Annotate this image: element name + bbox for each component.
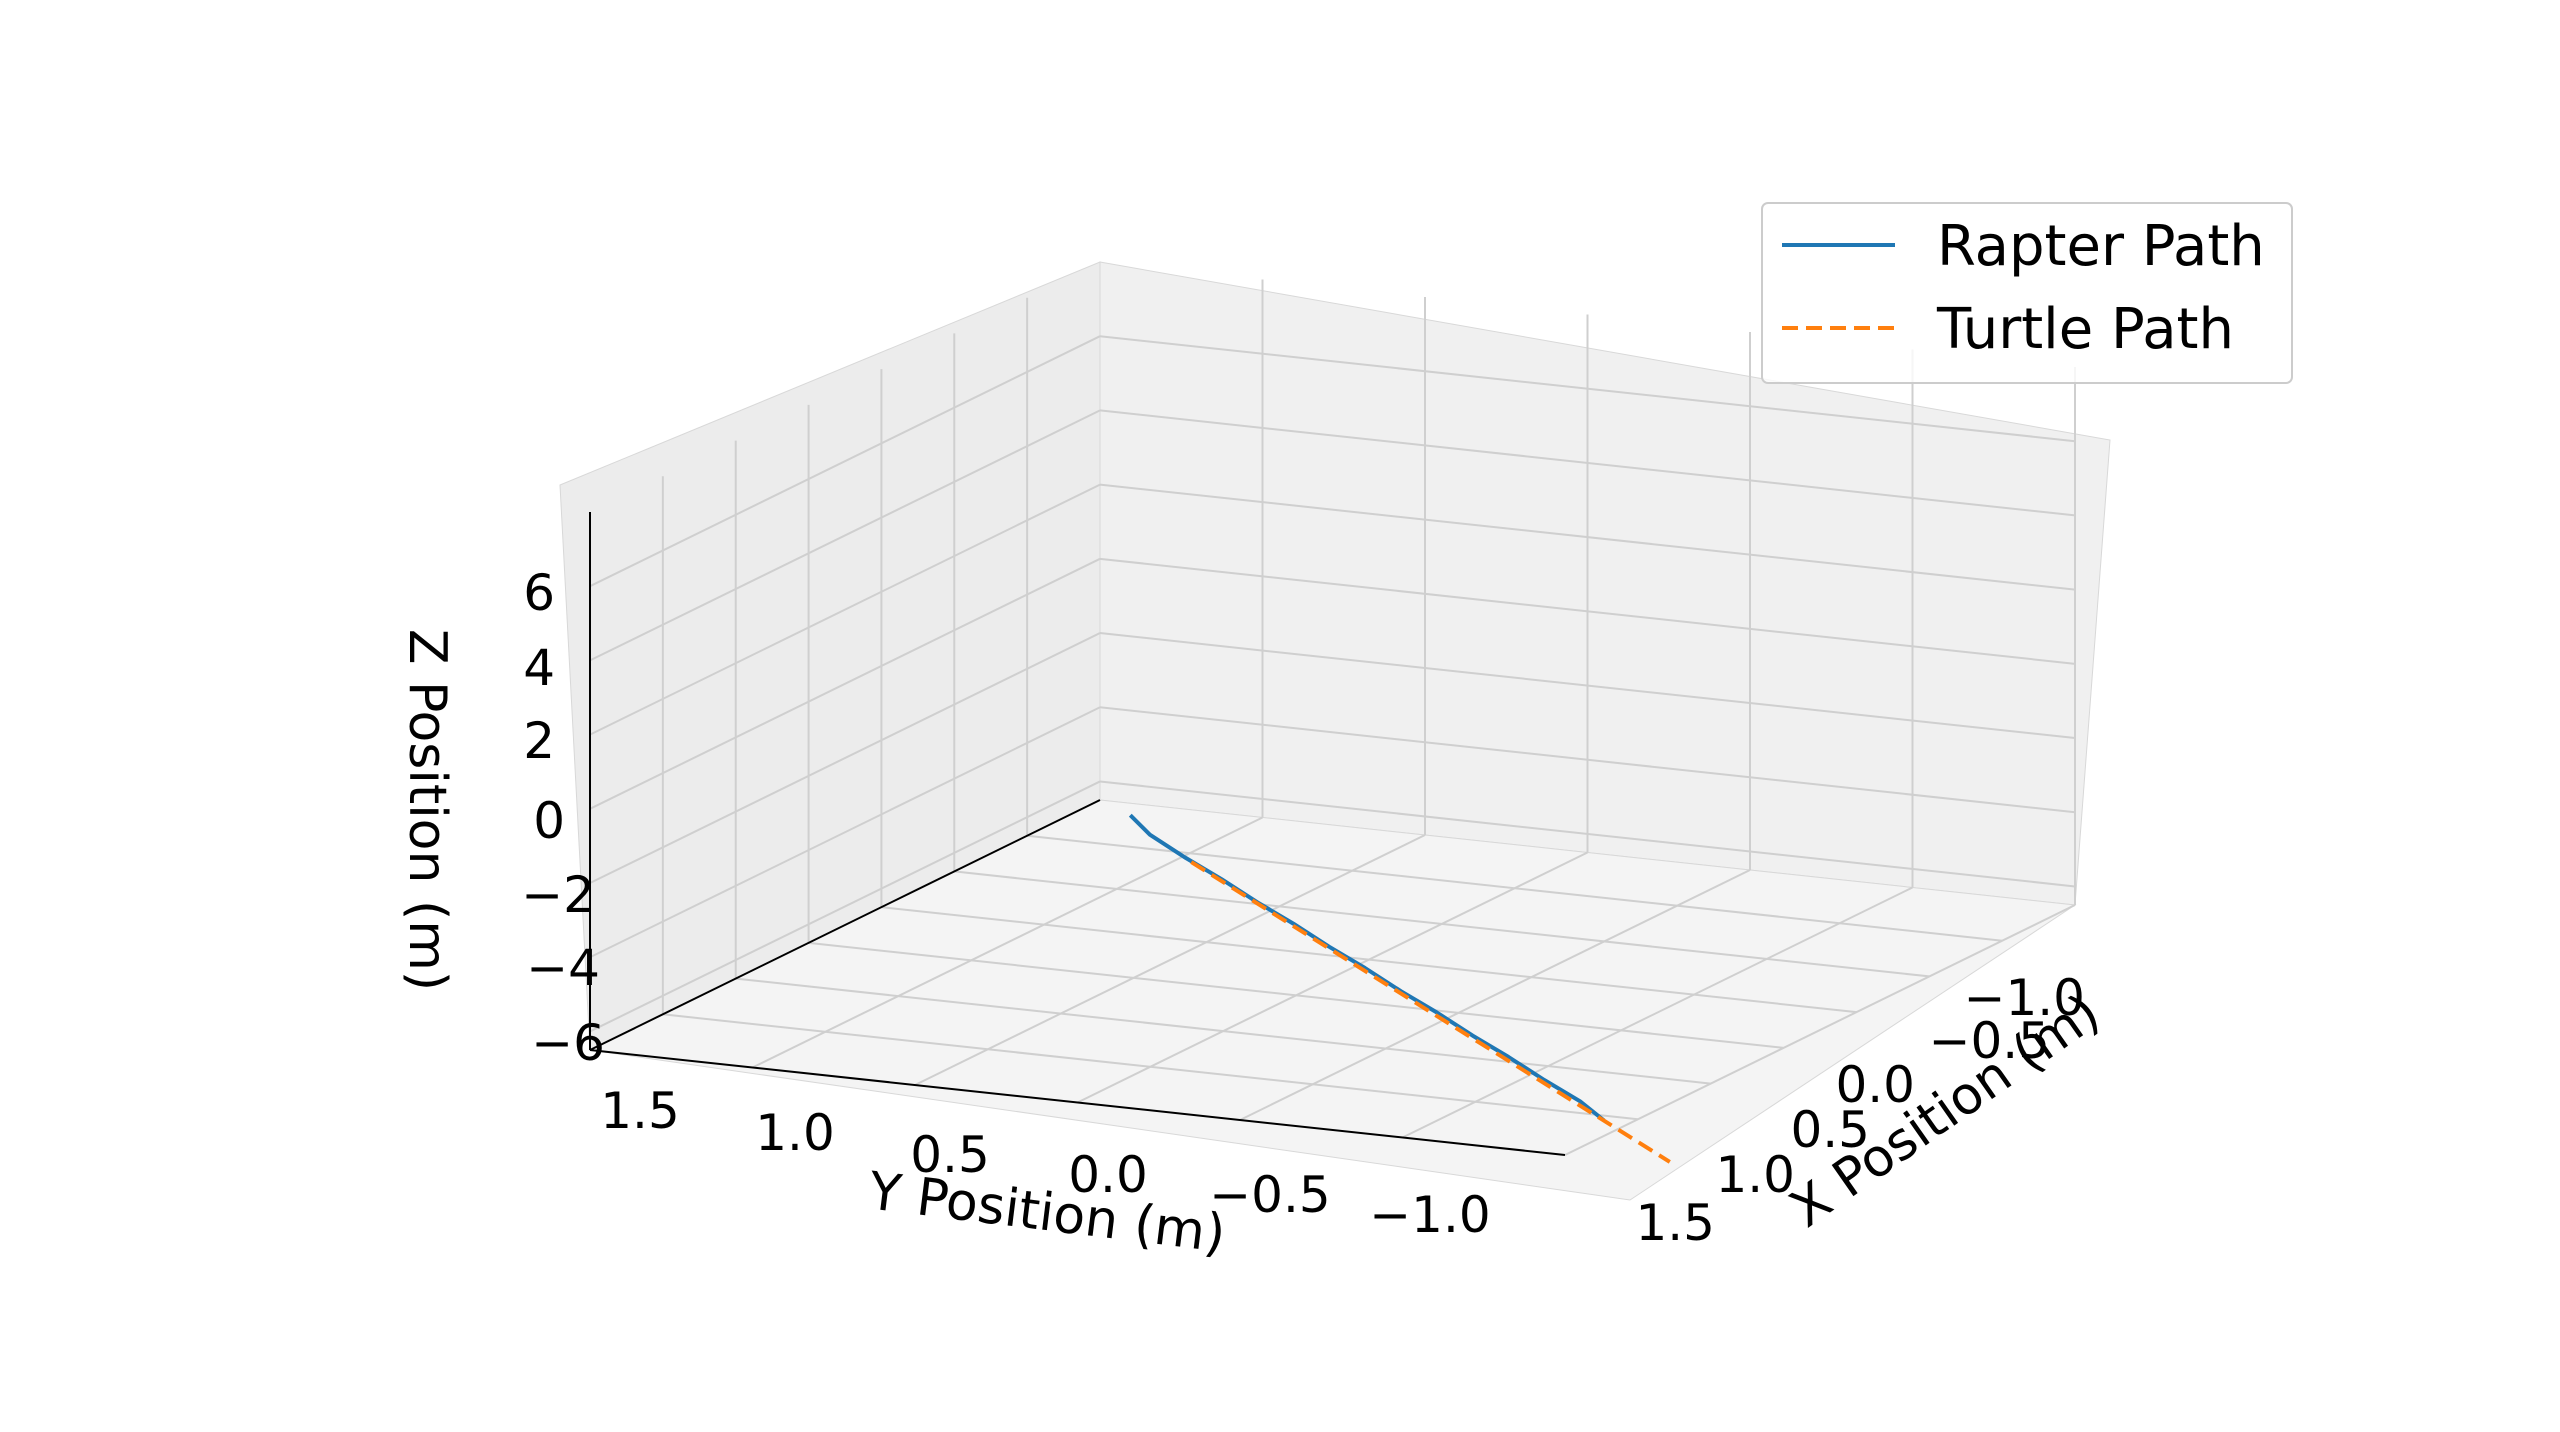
gridline-z-side	[589, 706, 1101, 959]
z-axis-label: Z Position (m)	[397, 629, 457, 991]
y-tick-labels: 1.5 1.0 0.5 0.0 −0.5 −1.0	[600, 1082, 1490, 1244]
gridline-y-floor	[735, 977, 1711, 1085]
z-tick-label: −6	[531, 1014, 605, 1072]
gridline-y-floor	[662, 1013, 1638, 1121]
legend-label-turtle: Turtle Path	[1936, 297, 2234, 362]
y-tick-label: −0.5	[1209, 1166, 1330, 1224]
x-tick-label: −0.5	[1929, 1012, 2050, 1070]
z-tick-label: −2	[521, 866, 595, 924]
gridline-x-floor	[1564, 904, 2076, 1156]
gridline-z-side	[589, 780, 1101, 1033]
x-tick-label: 1.5	[1635, 1194, 1715, 1252]
y-axis-line	[589, 799, 1101, 1051]
y-tick-label: −1.0	[1369, 1186, 1490, 1244]
legend-label-rapter: Rapter Path	[1937, 214, 2265, 279]
z-tick-label: 6	[523, 564, 555, 622]
x-axis-line	[589, 1049, 1566, 1156]
gridline-y-floor	[954, 870, 1930, 978]
y-tick-label: 1.0	[755, 1104, 835, 1162]
gridline-y-floor	[1027, 834, 2003, 942]
gridline-z-back	[1099, 409, 2076, 517]
legend: Rapter Path Turtle Path	[1761, 202, 2293, 384]
gridline-x-floor	[1402, 886, 1913, 1139]
y-axis-label: Y Position (m)	[865, 1161, 1229, 1264]
gridline-x-floor	[1239, 869, 1751, 1121]
y-tick-label: 0.0	[1068, 1146, 1148, 1204]
gridline-x-floor	[1077, 851, 1588, 1104]
gridline-z-back	[1099, 557, 2076, 665]
gridline-z-back	[1099, 483, 2076, 591]
gridline-y-floor	[808, 941, 1784, 1049]
gridline-x-floor	[752, 816, 1263, 1069]
z-tick-labels: 6 4 2 0 −2 −4 −6	[521, 564, 605, 1072]
gridline-z-side	[589, 557, 1101, 810]
z-tick-label: 2	[523, 712, 555, 770]
y-tick-label: 1.5	[600, 1082, 680, 1140]
x-tick-label: 0.0	[1835, 1056, 1915, 1114]
gridline-z-side	[589, 632, 1101, 884]
series-group	[1128, 813, 1671, 1164]
axis-lines	[589, 512, 1566, 1156]
gridline-x-floor	[914, 834, 1426, 1086]
z-tick-label: 4	[523, 639, 555, 697]
x-tick-labels: −1.0 −0.5 0.0 0.5 1.0 1.5	[1635, 969, 2085, 1252]
grid-lines	[589, 279, 2076, 1156]
gridline-z-back	[1099, 335, 2076, 443]
gridline-z-back	[1099, 780, 2076, 888]
x-tick-label: 1.0	[1715, 1146, 1795, 1204]
z-tick-label: 0	[533, 792, 565, 850]
gridline-z-side	[589, 409, 1101, 662]
gridline-z-back	[1099, 632, 2076, 740]
gridline-z-back	[1099, 706, 2076, 814]
x-tick-label: −1.0	[1964, 969, 2085, 1027]
gridline-z-side	[589, 335, 1101, 588]
gridline-y-floor	[881, 906, 1857, 1014]
x-tick-label: 0.5	[1790, 1101, 1870, 1159]
z-tick-label: −4	[526, 939, 600, 997]
legend-box	[1761, 202, 2293, 384]
gridline-z-side	[589, 483, 1101, 736]
series-line-turtle-path	[1190, 860, 1671, 1164]
y-tick-label: 0.5	[910, 1126, 990, 1184]
